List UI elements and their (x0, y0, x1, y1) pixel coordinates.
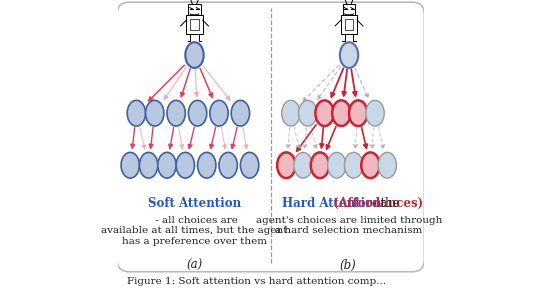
Ellipse shape (167, 100, 185, 126)
Ellipse shape (210, 100, 228, 126)
Text: Soft Attention: Soft Attention (148, 197, 241, 210)
Text: - the: - the (369, 197, 399, 210)
FancyBboxPatch shape (341, 15, 357, 34)
Text: (a): (a) (186, 259, 203, 271)
Ellipse shape (327, 152, 346, 178)
FancyBboxPatch shape (345, 19, 353, 30)
Ellipse shape (366, 100, 384, 126)
Ellipse shape (185, 42, 204, 68)
Text: (Affordances): (Affordances) (328, 197, 423, 210)
FancyBboxPatch shape (117, 2, 424, 272)
FancyBboxPatch shape (343, 4, 355, 15)
Ellipse shape (139, 152, 158, 178)
Ellipse shape (315, 100, 334, 126)
Ellipse shape (340, 42, 358, 68)
Ellipse shape (362, 152, 379, 178)
FancyBboxPatch shape (188, 4, 201, 15)
Ellipse shape (241, 152, 259, 178)
Ellipse shape (146, 100, 164, 126)
FancyBboxPatch shape (190, 19, 199, 30)
Ellipse shape (378, 152, 396, 178)
Ellipse shape (121, 152, 139, 178)
FancyBboxPatch shape (186, 15, 203, 34)
Ellipse shape (294, 152, 312, 178)
Ellipse shape (277, 152, 295, 178)
Ellipse shape (176, 152, 195, 178)
Ellipse shape (158, 152, 176, 178)
Ellipse shape (127, 100, 146, 126)
Ellipse shape (231, 100, 249, 126)
Ellipse shape (219, 152, 237, 178)
Ellipse shape (311, 152, 329, 178)
Ellipse shape (198, 152, 216, 178)
Ellipse shape (282, 100, 300, 126)
Ellipse shape (344, 152, 363, 178)
Text: (b): (b) (339, 259, 356, 271)
Text: Figure 1: Soft attention vs hard attention comp...: Figure 1: Soft attention vs hard attenti… (127, 277, 386, 286)
Text: Hard Attention: Hard Attention (282, 197, 381, 210)
Ellipse shape (189, 100, 207, 126)
Ellipse shape (332, 100, 351, 126)
Text: - all choices are
available at all times, but the agent
has a preference over th: - all choices are available at all times… (101, 216, 288, 245)
Text: agent's choices are limited through
a hard selection mechanism: agent's choices are limited through a ha… (256, 216, 442, 235)
Ellipse shape (349, 100, 367, 126)
Ellipse shape (299, 100, 317, 126)
